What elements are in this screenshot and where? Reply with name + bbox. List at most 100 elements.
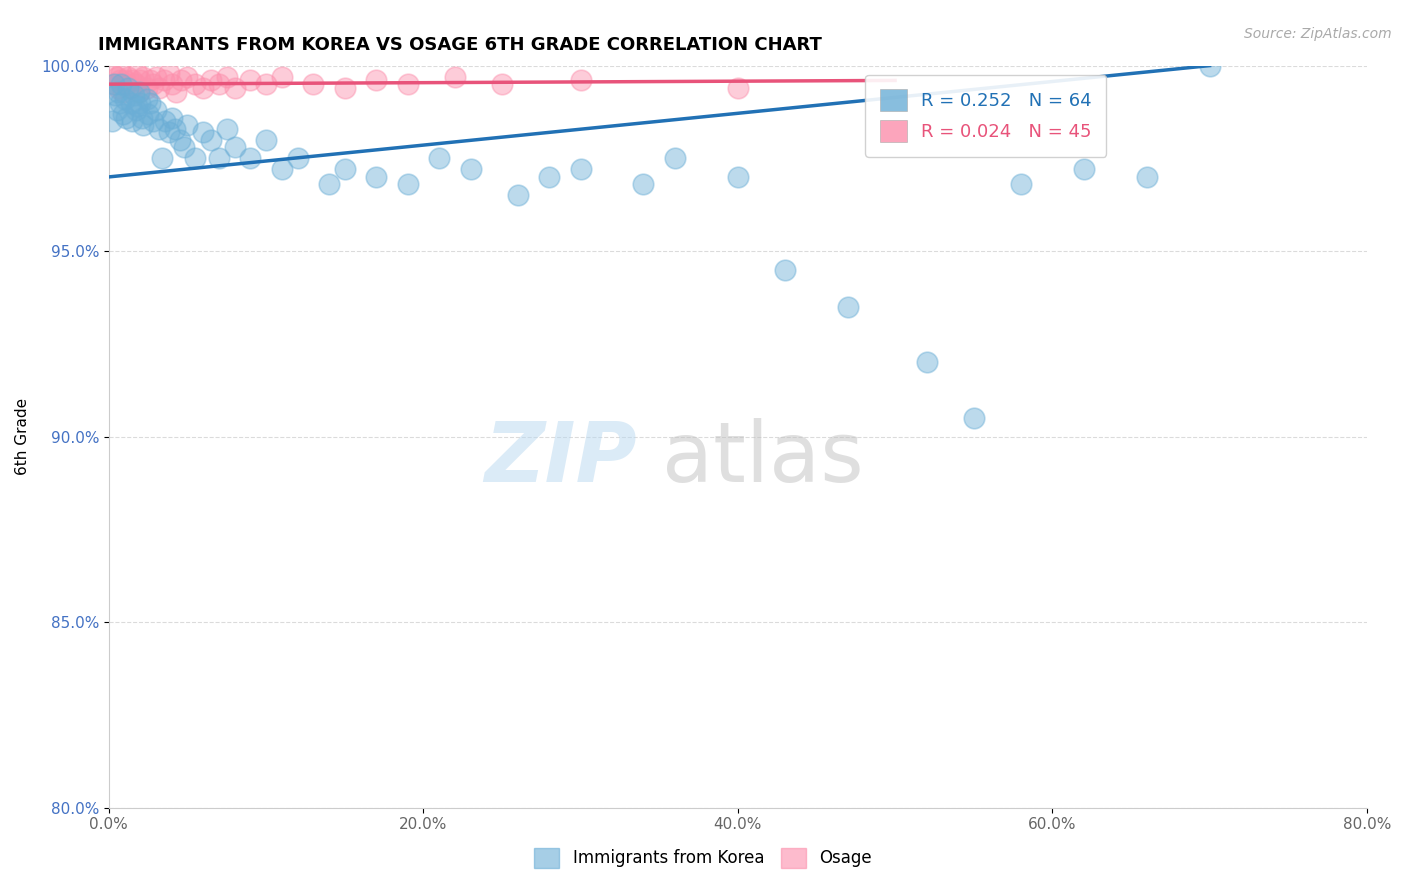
- Point: [128, 85, 150, 99]
- Point: [239, 73, 262, 87]
- Point: [107, 81, 129, 95]
- Point: [224, 140, 246, 154]
- Point: [114, 73, 136, 87]
- Point: [104, 88, 127, 103]
- Point: [124, 103, 146, 117]
- Point: [208, 77, 231, 91]
- Point: [270, 70, 292, 84]
- Point: [145, 103, 167, 117]
- Point: [117, 70, 139, 84]
- Point: [121, 114, 143, 128]
- Point: [396, 77, 419, 91]
- Point: [121, 73, 143, 87]
- Legend: Immigrants from Korea, Osage: Immigrants from Korea, Osage: [527, 841, 879, 875]
- Point: [122, 88, 145, 103]
- Point: [163, 121, 186, 136]
- Point: [176, 118, 198, 132]
- Point: [101, 114, 124, 128]
- Point: [153, 73, 176, 87]
- Point: [200, 73, 222, 87]
- Point: [963, 411, 986, 425]
- Point: [135, 81, 157, 95]
- Point: [773, 262, 796, 277]
- Point: [107, 85, 129, 99]
- Point: [111, 85, 134, 99]
- Point: [136, 107, 159, 121]
- Point: [664, 152, 686, 166]
- Point: [160, 111, 183, 125]
- Point: [150, 152, 173, 166]
- Point: [114, 92, 136, 106]
- Point: [148, 81, 170, 95]
- Point: [333, 81, 356, 95]
- Point: [131, 111, 153, 125]
- Point: [157, 125, 180, 139]
- Point: [132, 70, 155, 84]
- Point: [110, 77, 132, 91]
- Text: IMMIGRANTS FROM KOREA VS OSAGE 6TH GRADE CORRELATION CHART: IMMIGRANTS FROM KOREA VS OSAGE 6TH GRADE…: [98, 36, 823, 54]
- Point: [727, 169, 749, 184]
- Point: [117, 81, 139, 95]
- Point: [105, 70, 128, 84]
- Point: [169, 133, 191, 147]
- Point: [302, 77, 325, 91]
- Point: [160, 77, 183, 91]
- Point: [1198, 59, 1220, 73]
- Point: [506, 188, 529, 202]
- Y-axis label: 6th Grade: 6th Grade: [15, 398, 30, 475]
- Point: [837, 300, 859, 314]
- Point: [215, 121, 238, 136]
- Point: [145, 70, 167, 84]
- Point: [120, 81, 142, 95]
- Point: [193, 81, 215, 95]
- Point: [538, 169, 561, 184]
- Point: [1073, 162, 1095, 177]
- Point: [157, 66, 180, 80]
- Text: Source: ZipAtlas.com: Source: ZipAtlas.com: [1244, 27, 1392, 41]
- Point: [396, 178, 419, 192]
- Point: [366, 73, 388, 87]
- Point: [270, 162, 292, 177]
- Point: [108, 95, 131, 110]
- Point: [127, 66, 149, 80]
- Point: [129, 95, 152, 110]
- Point: [135, 92, 157, 106]
- Point: [105, 103, 128, 117]
- Point: [142, 114, 165, 128]
- Point: [318, 178, 340, 192]
- Point: [569, 162, 592, 177]
- Point: [200, 133, 222, 147]
- Point: [460, 162, 482, 177]
- Point: [108, 73, 131, 87]
- Point: [127, 99, 149, 113]
- Point: [142, 77, 165, 91]
- Point: [208, 152, 231, 166]
- Point: [1010, 178, 1032, 192]
- Point: [129, 73, 152, 87]
- Point: [333, 162, 356, 177]
- Point: [176, 70, 198, 84]
- Point: [138, 73, 160, 87]
- Text: atlas: atlas: [662, 418, 865, 500]
- Point: [224, 81, 246, 95]
- Point: [427, 152, 450, 166]
- Point: [915, 355, 938, 369]
- Point: [184, 152, 207, 166]
- Point: [148, 121, 170, 136]
- Point: [1136, 169, 1159, 184]
- Point: [103, 77, 125, 91]
- Point: [132, 118, 155, 132]
- Point: [491, 77, 513, 91]
- Point: [103, 77, 125, 91]
- Point: [155, 114, 177, 128]
- Point: [254, 77, 277, 91]
- Point: [254, 133, 277, 147]
- Point: [184, 77, 207, 91]
- Point: [115, 77, 138, 91]
- Point: [111, 107, 134, 121]
- Point: [633, 178, 655, 192]
- Point: [124, 77, 146, 91]
- Point: [215, 70, 238, 84]
- Point: [366, 169, 388, 184]
- Point: [443, 70, 465, 84]
